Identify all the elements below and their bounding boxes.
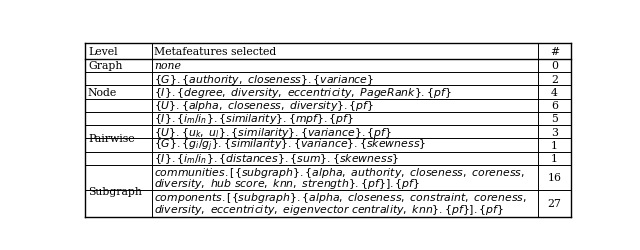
Text: $\{U\}.\{alpha,\ closeness,\ diversity\}.\{pf\}$: $\{U\}.\{alpha,\ closeness,\ diversity\}… bbox=[154, 99, 374, 113]
Text: Node: Node bbox=[88, 88, 117, 98]
Text: Subgraph: Subgraph bbox=[88, 186, 142, 196]
Text: 3: 3 bbox=[551, 127, 558, 137]
Text: $\{G\}.\{g_i/g_j\}.\{similarity\}.\{variance\}.\{skewness\}$: $\{G\}.\{g_i/g_j\}.\{similarity\}.\{vari… bbox=[154, 137, 426, 154]
Text: 6: 6 bbox=[551, 101, 558, 111]
Text: $\{I\}.\{degree,\ diversity,\ eccentricity,\ PageRank\}.\{pf\}$: $\{I\}.\{degree,\ diversity,\ eccentrici… bbox=[154, 86, 452, 100]
Text: $diversity,\ eccentricity,\ eigenvector\ centrality,\ knn\}.\{pf\}].\{pf\}$: $diversity,\ eccentricity,\ eigenvector\… bbox=[154, 202, 504, 216]
Text: Metafeatures selected: Metafeatures selected bbox=[154, 46, 276, 56]
Text: $\{I\}.\{i_m/i_n\}.\{distances\}.\{sum\}.\{skewness\}$: $\{I\}.\{i_m/i_n\}.\{distances\}.\{sum\}… bbox=[154, 152, 399, 166]
Text: 0: 0 bbox=[551, 61, 558, 71]
Text: 16: 16 bbox=[547, 173, 561, 183]
Text: none: none bbox=[154, 61, 181, 71]
Text: $communities.[\{subgraph\}.\{alpha,\ authority,\ closeness,\ coreness,$: $communities.[\{subgraph\}.\{alpha,\ aut… bbox=[154, 165, 525, 179]
Text: $\{U\}.\{u_k,\ u_l\}.\{similarity\}.\{variance\}.\{pf\}$: $\{U\}.\{u_k,\ u_l\}.\{similarity\}.\{va… bbox=[154, 125, 392, 139]
Text: $diversity,\ hub\ score,\ knn,\ strength\}.\{pf\}].\{pf\}$: $diversity,\ hub\ score,\ knn,\ strength… bbox=[154, 176, 420, 190]
Text: $components.[\{subgraph\}.\{alpha,\ closeness,\ constraint,\ coreness,$: $components.[\{subgraph\}.\{alpha,\ clos… bbox=[154, 190, 527, 204]
Text: #: # bbox=[550, 46, 559, 56]
Text: 5: 5 bbox=[551, 114, 558, 124]
Text: 1: 1 bbox=[551, 140, 558, 150]
Text: 27: 27 bbox=[548, 198, 561, 208]
Text: 4: 4 bbox=[551, 88, 558, 98]
Text: 2: 2 bbox=[551, 74, 558, 84]
Text: Level: Level bbox=[88, 46, 118, 56]
Text: Graph: Graph bbox=[88, 61, 122, 71]
Text: 1: 1 bbox=[551, 154, 558, 164]
Text: Pairwise: Pairwise bbox=[88, 134, 134, 144]
Text: $\{G\}.\{authority,\ closeness\}.\{variance\}$: $\{G\}.\{authority,\ closeness\}.\{varia… bbox=[154, 72, 374, 86]
Text: $\{I\}.\{i_m/i_n\}.\{similarity\}.\{mpf\}.\{pf\}$: $\{I\}.\{i_m/i_n\}.\{similarity\}.\{mpf\… bbox=[154, 112, 354, 126]
